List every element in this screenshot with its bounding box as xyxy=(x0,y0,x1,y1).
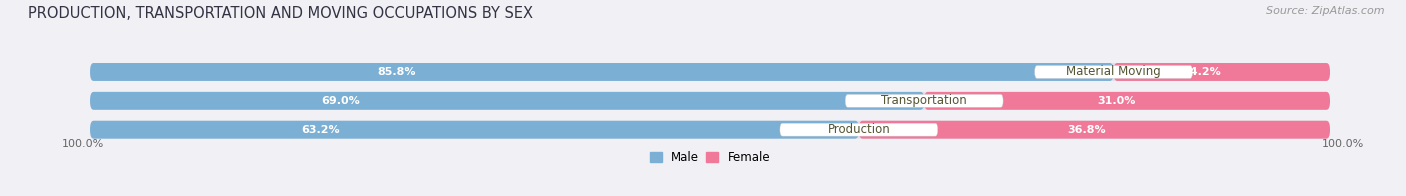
FancyBboxPatch shape xyxy=(90,92,1330,110)
Text: 85.8%: 85.8% xyxy=(378,67,416,77)
Text: Material Moving: Material Moving xyxy=(1066,65,1161,78)
Text: 69.0%: 69.0% xyxy=(321,96,360,106)
FancyBboxPatch shape xyxy=(90,121,859,139)
FancyBboxPatch shape xyxy=(859,121,1330,139)
FancyBboxPatch shape xyxy=(845,94,1002,107)
FancyBboxPatch shape xyxy=(924,92,1330,110)
FancyBboxPatch shape xyxy=(90,92,924,110)
FancyBboxPatch shape xyxy=(1114,63,1330,81)
Text: Transportation: Transportation xyxy=(882,94,967,107)
Legend: Male, Female: Male, Female xyxy=(650,151,770,164)
Text: Production: Production xyxy=(828,123,890,136)
Text: 100.0%: 100.0% xyxy=(62,139,104,149)
FancyBboxPatch shape xyxy=(1035,65,1192,78)
FancyBboxPatch shape xyxy=(90,63,1114,81)
FancyBboxPatch shape xyxy=(780,123,938,136)
Text: 14.2%: 14.2% xyxy=(1182,67,1220,77)
FancyBboxPatch shape xyxy=(90,63,1330,81)
Text: 36.8%: 36.8% xyxy=(1067,125,1107,135)
Text: 63.2%: 63.2% xyxy=(301,125,340,135)
Text: 100.0%: 100.0% xyxy=(1322,139,1364,149)
Text: 31.0%: 31.0% xyxy=(1097,96,1136,106)
Text: Source: ZipAtlas.com: Source: ZipAtlas.com xyxy=(1267,6,1385,16)
Text: PRODUCTION, TRANSPORTATION AND MOVING OCCUPATIONS BY SEX: PRODUCTION, TRANSPORTATION AND MOVING OC… xyxy=(28,6,533,21)
FancyBboxPatch shape xyxy=(90,121,1330,139)
